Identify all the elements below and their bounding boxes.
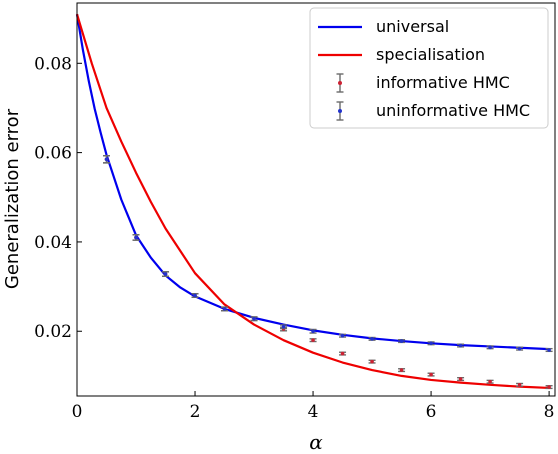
plot-frame <box>76 2 556 397</box>
data-point-informative-HMC <box>309 338 317 343</box>
legend-label: uninformative HMC <box>376 101 530 120</box>
y-tick-label: 0.06 <box>34 144 72 164</box>
legend-entry: informative HMC <box>336 73 510 93</box>
data-point-uninformative-HMC <box>280 324 288 330</box>
data-point-informative-HMC <box>398 368 406 373</box>
legend-label: informative HMC <box>376 73 510 92</box>
data-point-informative-HMC <box>368 359 376 364</box>
y-tick-label: 0.08 <box>34 54 72 74</box>
plot-marks <box>75 13 553 390</box>
data-point-informative-HMC <box>516 382 524 387</box>
x-tick-label: 0 <box>72 402 83 422</box>
series-line-specialisation <box>75 13 550 390</box>
data-point-informative-HMC <box>339 351 347 356</box>
data-point-uninformative-HMC <box>427 341 435 346</box>
data-point-uninformative-HMC <box>368 336 376 341</box>
data-point-uninformative-HMC <box>103 155 111 164</box>
data-point-informative-HMC <box>457 376 465 382</box>
data-point-uninformative-HMC <box>221 306 229 312</box>
legend-swatch <box>336 101 344 121</box>
data-point-uninformative-HMC <box>132 234 140 241</box>
data-point-uninformative-HMC <box>516 346 524 351</box>
y-tick-label: 0.04 <box>34 233 72 253</box>
legend-box <box>309 7 549 129</box>
legend-entry: uninformative HMC <box>336 101 530 121</box>
x-tick-label: 4 <box>308 402 319 422</box>
data-point-uninformative-HMC <box>191 293 199 299</box>
data-point-uninformative-HMC <box>545 347 553 353</box>
data-point-informative-HMC <box>545 385 553 390</box>
data-point-uninformative-HMC <box>250 316 258 322</box>
x-axis-label: α <box>309 430 323 454</box>
x-axis-ticks: 0 2 4 6 8 <box>72 391 555 422</box>
x-tick-label: 2 <box>190 402 201 422</box>
data-point-uninformative-HMC <box>309 328 317 334</box>
data-point-uninformative-HMC <box>162 271 170 278</box>
data-point-uninformative-HMC <box>398 339 406 344</box>
y-tick-label: 0.02 <box>34 322 72 342</box>
x-tick-label: 8 <box>544 402 555 422</box>
data-point-uninformative-HMC <box>339 333 347 338</box>
legend-label: specialisation <box>376 45 485 64</box>
data-point-informative-HMC <box>427 372 435 377</box>
y-axis-ticks: 0.02 0.04 0.06 0.08 <box>34 54 82 342</box>
legend-swatch <box>336 73 344 93</box>
series-line-universal <box>75 13 550 351</box>
data-point-informative-HMC <box>486 379 494 384</box>
data-point-uninformative-HMC <box>486 345 494 350</box>
legend-entry: specialisation <box>318 45 485 64</box>
legend: universal specialisation informative HMC un… <box>309 7 549 129</box>
legend-label: universal <box>376 17 449 36</box>
data-point-uninformative-HMC <box>457 343 465 348</box>
legend-entry: universal <box>318 17 449 36</box>
x-tick-label: 6 <box>426 402 437 422</box>
y-axis-label: Generalization error <box>2 108 23 289</box>
